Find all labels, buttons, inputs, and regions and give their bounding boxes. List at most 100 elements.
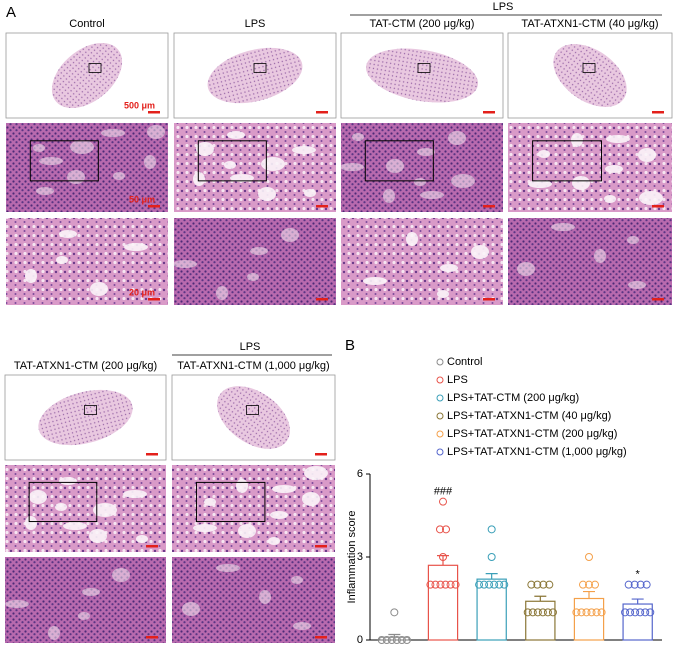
data-point bbox=[636, 608, 645, 617]
data-point bbox=[543, 608, 552, 617]
inset-box bbox=[532, 140, 602, 182]
lung-section bbox=[365, 48, 479, 103]
alveolus bbox=[89, 529, 107, 543]
micrograph bbox=[172, 557, 335, 643]
data-point bbox=[500, 580, 509, 589]
data-point bbox=[441, 580, 450, 589]
alveolus bbox=[48, 626, 60, 640]
legend-marker bbox=[436, 412, 444, 420]
data-point bbox=[621, 608, 630, 617]
data-point bbox=[528, 608, 537, 617]
lung-section bbox=[207, 47, 303, 104]
data-point bbox=[587, 608, 596, 617]
data-point bbox=[630, 580, 639, 589]
data-point bbox=[382, 636, 391, 644]
data-point bbox=[390, 608, 399, 617]
data-point bbox=[592, 608, 601, 617]
y-axis-label: Inflammation score bbox=[346, 511, 358, 604]
data-point bbox=[636, 580, 645, 589]
alveolus bbox=[144, 155, 156, 169]
panel-label: A bbox=[6, 4, 16, 21]
alveolus bbox=[604, 195, 616, 203]
alveolus bbox=[605, 165, 623, 173]
scale-bar bbox=[315, 545, 327, 548]
data-point bbox=[548, 608, 557, 617]
scale-bar bbox=[148, 298, 160, 301]
scale-bar bbox=[483, 111, 495, 114]
data-point bbox=[485, 580, 494, 589]
alveolus bbox=[572, 176, 590, 190]
alveolus bbox=[538, 150, 550, 158]
scale-bar bbox=[315, 636, 327, 639]
data-point bbox=[533, 608, 542, 617]
data-point bbox=[439, 497, 447, 506]
inset-box bbox=[88, 63, 102, 73]
data-point bbox=[446, 580, 455, 589]
alveolus bbox=[173, 260, 197, 268]
alveolus bbox=[123, 490, 147, 498]
alveolus bbox=[216, 286, 228, 300]
y-tick-label: 6 bbox=[357, 468, 363, 480]
micrograph bbox=[174, 123, 336, 212]
lung-section bbox=[38, 389, 133, 446]
alveolus bbox=[270, 511, 288, 519]
data-point bbox=[439, 553, 447, 561]
alveolus bbox=[304, 466, 328, 480]
alveolus bbox=[417, 148, 435, 156]
data-point bbox=[597, 608, 606, 617]
data-point bbox=[402, 636, 411, 644]
scale-bar bbox=[483, 205, 495, 208]
alveolus bbox=[628, 281, 646, 289]
inset-box bbox=[246, 405, 259, 415]
legend-marker bbox=[436, 376, 444, 384]
alveolus bbox=[448, 131, 466, 145]
significance: * bbox=[636, 569, 641, 581]
alveolus bbox=[268, 537, 280, 545]
alveolus bbox=[406, 232, 418, 246]
data-point bbox=[545, 580, 554, 589]
data-point bbox=[480, 580, 489, 589]
inset-box bbox=[195, 481, 266, 523]
alveolus bbox=[639, 191, 663, 205]
error-bar bbox=[631, 598, 644, 605]
alveolus bbox=[193, 524, 217, 532]
alveolus bbox=[517, 262, 535, 276]
error-bar bbox=[388, 633, 401, 638]
alveolus bbox=[291, 576, 303, 584]
alveolus bbox=[70, 140, 94, 154]
alveolus bbox=[25, 516, 37, 530]
alveolus bbox=[386, 159, 404, 173]
legend-marker bbox=[436, 430, 444, 438]
scale-label: 500 μm bbox=[124, 100, 155, 110]
legend-label: LPS+TAT-ATXN1-CTM (40 μg/kg) bbox=[447, 410, 611, 422]
bar bbox=[476, 578, 507, 641]
data-point bbox=[487, 525, 496, 534]
scale-label: 20 μm bbox=[129, 287, 155, 297]
alveolus bbox=[451, 174, 475, 188]
alveolus bbox=[258, 187, 276, 201]
column-label: TAT-ATXN1-CTM (200 μg/kg) bbox=[14, 360, 157, 372]
micrograph bbox=[174, 218, 336, 305]
alveolus bbox=[56, 256, 68, 264]
inset-box bbox=[364, 140, 434, 182]
alveolus bbox=[272, 485, 296, 493]
alveolus bbox=[93, 503, 117, 517]
data-point bbox=[582, 608, 591, 617]
alveolus bbox=[594, 249, 606, 263]
inset-box bbox=[582, 63, 596, 73]
legend-label: Control bbox=[447, 356, 482, 368]
alveolus bbox=[414, 178, 426, 186]
inset-box bbox=[29, 140, 99, 182]
alveolus bbox=[124, 243, 148, 251]
alveolus bbox=[250, 247, 268, 255]
inset-box bbox=[197, 140, 267, 182]
alveolus bbox=[247, 273, 259, 281]
data-point bbox=[490, 580, 499, 589]
data-point bbox=[646, 608, 655, 617]
scale-bar bbox=[148, 205, 160, 208]
y-tick-label: 0 bbox=[357, 634, 363, 646]
legend-marker bbox=[436, 394, 444, 402]
alveolus bbox=[340, 163, 364, 171]
column-label: Control bbox=[69, 18, 104, 30]
